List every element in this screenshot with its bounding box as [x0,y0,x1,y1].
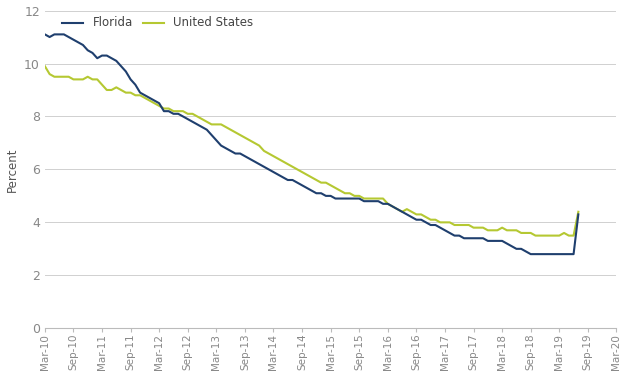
United States [60,74,68,79]
Florida [574,212,582,217]
Y-axis label: Percent: Percent [6,147,19,192]
United States [574,209,582,214]
Florida [213,138,220,143]
Line: United States: United States [45,66,578,236]
United States [484,228,492,233]
Florida [541,252,549,256]
United States [441,220,449,224]
Line: Florida: Florida [45,34,578,254]
Florida [60,32,68,36]
Florida [484,239,492,243]
United States [213,122,220,127]
United States [55,74,63,79]
Florida [55,32,63,36]
Legend: Florida, United States: Florida, United States [62,17,253,29]
United States [541,233,549,238]
Florida [441,228,449,233]
Florida [41,32,49,36]
United States [532,233,539,238]
United States [41,64,49,68]
Florida [527,252,534,256]
